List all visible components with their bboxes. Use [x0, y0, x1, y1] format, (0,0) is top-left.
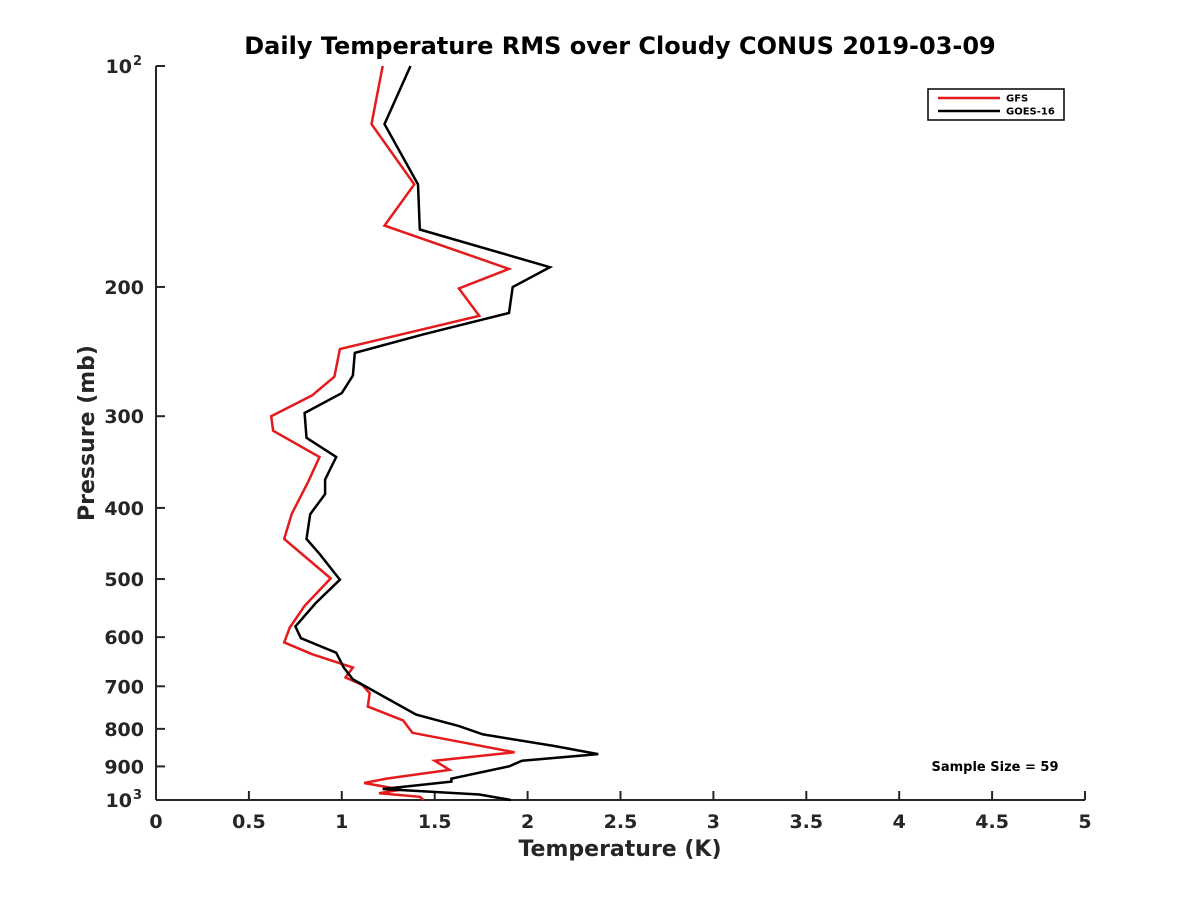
- y-tick-label: 10: [106, 790, 132, 812]
- x-tick-label: 5: [1078, 811, 1091, 833]
- y-axis-label: Pressure (mb): [75, 345, 100, 521]
- y-tick-label: 10: [106, 56, 132, 78]
- y-tick-label: 700: [104, 676, 144, 698]
- x-tick-label: 4.5: [975, 811, 1009, 833]
- axes: [155, 66, 1085, 801]
- x-tick-label: 0.5: [232, 811, 266, 833]
- sample-size-annotation: Sample Size = 59: [931, 760, 1058, 775]
- x-tick-label: 3.5: [789, 811, 823, 833]
- y-tick-label: 300: [104, 406, 144, 428]
- y-tick-label: 400: [104, 498, 144, 520]
- x-tick-label: 1: [335, 811, 348, 833]
- y-tick-label: 600: [104, 627, 144, 649]
- series-line-gfs: [269, 65, 515, 801]
- y-tick-label: 200: [104, 277, 144, 299]
- legend-label-gfs: GFS: [1006, 94, 1028, 105]
- x-tick-label: 4: [893, 811, 906, 833]
- chart-title: Daily Temperature RMS over Cloudy CONUS …: [244, 32, 996, 60]
- x-ticks: 0 0.5 1 1.5 2 2.5 3 3.5 4 4.5 5: [149, 791, 1092, 833]
- y-tick-exponent: 3: [133, 788, 142, 803]
- legend: GFS GOES-16: [927, 88, 1065, 121]
- legend-label-goes16: GOES-16: [1006, 107, 1055, 118]
- x-tick-label: 3: [707, 811, 720, 833]
- x-axis-label: Temperature (K): [518, 837, 721, 862]
- y-tick-label: 500: [104, 569, 144, 591]
- x-tick-label: 0: [149, 811, 162, 833]
- legend-box: [927, 88, 1065, 121]
- x-tick-label: 1.5: [418, 811, 452, 833]
- y-tick-label: 800: [104, 719, 144, 741]
- y-tick-exponent: 2: [133, 54, 142, 69]
- series-lines: [269, 65, 599, 802]
- x-tick-label: 2: [521, 811, 534, 833]
- series-line-goes16: [293, 65, 599, 802]
- x-tick-label: 2.5: [604, 811, 638, 833]
- y-tick-label: 900: [104, 756, 144, 778]
